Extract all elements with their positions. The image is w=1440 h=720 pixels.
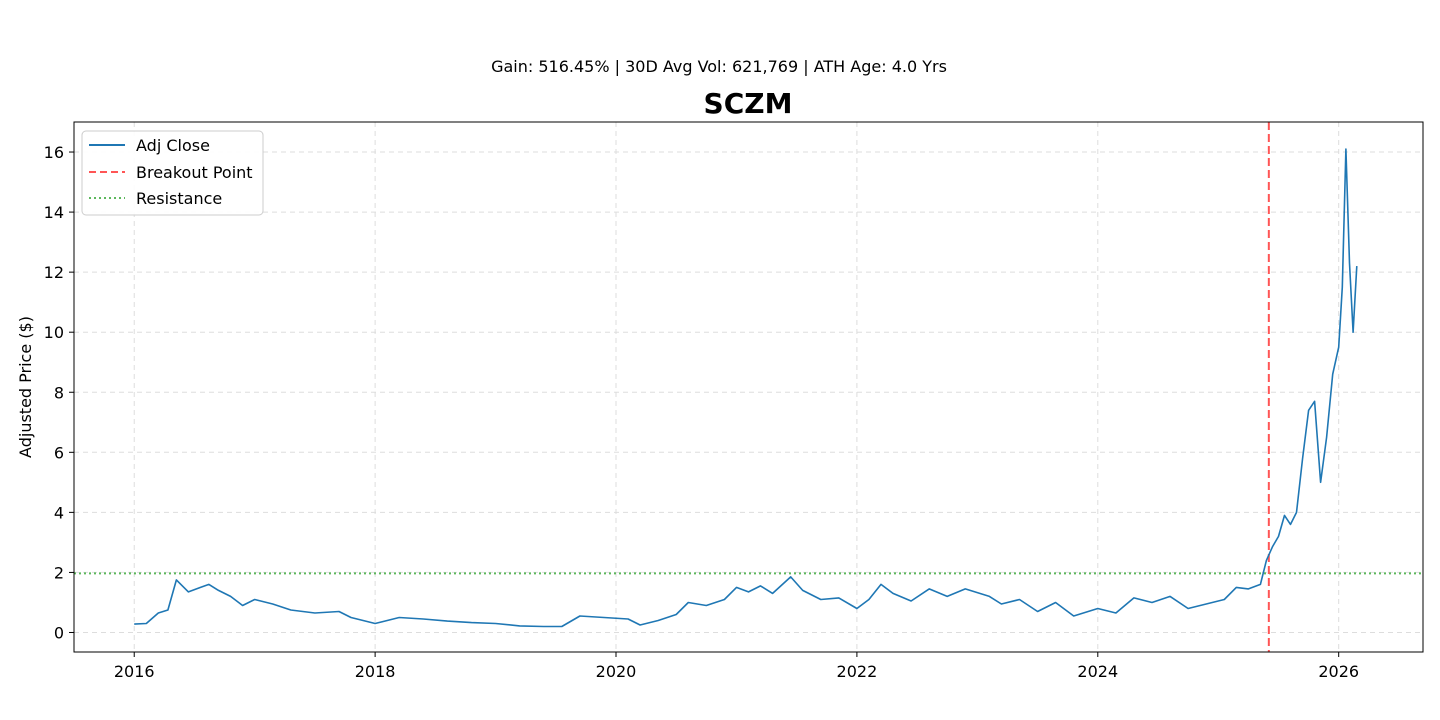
y-tick-label: 14 xyxy=(44,203,64,222)
series-layer xyxy=(134,148,1358,628)
y-tick-label: 16 xyxy=(44,143,64,162)
chart-title: SCZM xyxy=(704,87,793,120)
plot-frame xyxy=(73,121,1424,653)
reference-lines xyxy=(74,122,1423,652)
legend-label-adj-close: Adj Close xyxy=(136,136,210,155)
legend-label-resistance: Resistance xyxy=(136,189,222,208)
series-line-adj-close xyxy=(134,148,1358,628)
chart-legend: Adj Close Breakout Point Resistance xyxy=(81,130,264,216)
legend-box xyxy=(81,130,264,216)
y-axis-label: Adjusted Price ($) xyxy=(16,316,35,458)
x-tick-label: 2022 xyxy=(837,662,878,681)
x-axis: 2016 2018 2020 2022 2024 2026 xyxy=(114,652,1359,681)
grid-lines xyxy=(74,122,1423,652)
x-tick-label: 2016 xyxy=(114,662,155,681)
x-tick-label: 2024 xyxy=(1077,662,1118,681)
y-tick-label: 4 xyxy=(54,503,64,522)
y-tick-label: 0 xyxy=(54,623,64,642)
y-axis: 0 2 4 6 8 10 12 14 16 xyxy=(44,143,74,642)
x-tick-label: 2020 xyxy=(596,662,637,681)
chart-subtitle: Gain: 516.45% | 30D Avg Vol: 621,769 | A… xyxy=(491,57,947,76)
x-tick-label: 2018 xyxy=(355,662,396,681)
y-tick-label: 10 xyxy=(44,323,64,342)
y-tick-label: 12 xyxy=(44,263,64,282)
y-tick-label: 2 xyxy=(54,563,64,582)
x-tick-label: 2026 xyxy=(1318,662,1359,681)
y-tick-label: 6 xyxy=(54,443,64,462)
legend-label-breakout-point: Breakout Point xyxy=(136,163,253,182)
y-tick-label: 8 xyxy=(54,383,64,402)
